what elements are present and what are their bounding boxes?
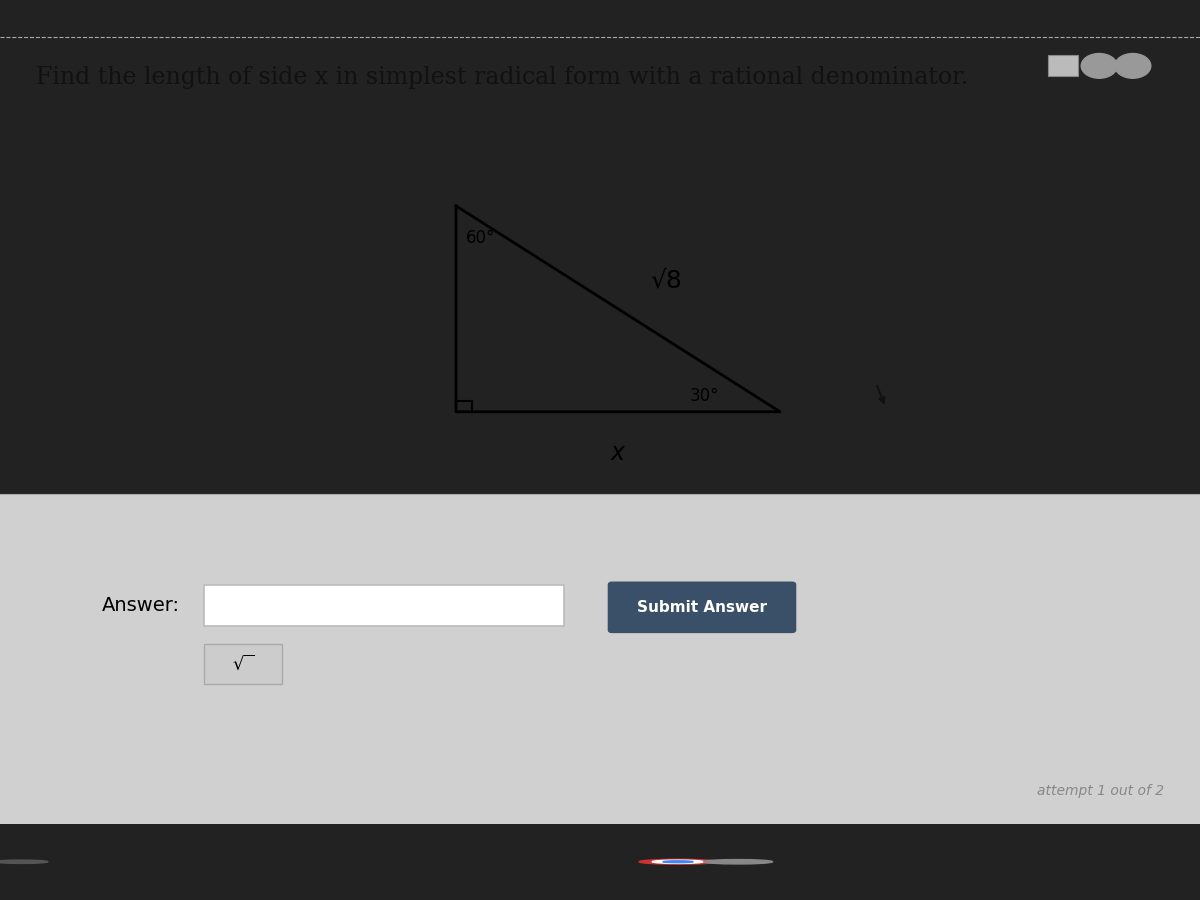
FancyBboxPatch shape: [608, 582, 796, 633]
Text: Answer:: Answer:: [102, 596, 180, 615]
Text: 60°: 60°: [466, 229, 494, 247]
Text: √8: √8: [650, 268, 682, 292]
Text: $\sqrt{\;}$: $\sqrt{\;}$: [232, 654, 254, 673]
Circle shape: [640, 860, 716, 864]
Circle shape: [0, 860, 48, 863]
Text: Submit Answer: Submit Answer: [637, 599, 767, 615]
Circle shape: [1115, 53, 1151, 78]
Bar: [0, 494, 1200, 824]
Text: 30°: 30°: [690, 387, 720, 405]
Bar: [1048, 55, 1078, 76]
Text: attempt 1 out of 2: attempt 1 out of 2: [1037, 784, 1164, 797]
Circle shape: [1081, 53, 1117, 78]
Text: x: x: [611, 441, 625, 465]
Circle shape: [652, 860, 704, 863]
Bar: [204, 585, 564, 625]
Bar: [204, 644, 282, 683]
Text: Find the length of side x in simplest radical form with a rational denominator.: Find the length of side x in simplest ra…: [36, 66, 968, 89]
Circle shape: [703, 860, 773, 864]
Circle shape: [662, 860, 694, 863]
